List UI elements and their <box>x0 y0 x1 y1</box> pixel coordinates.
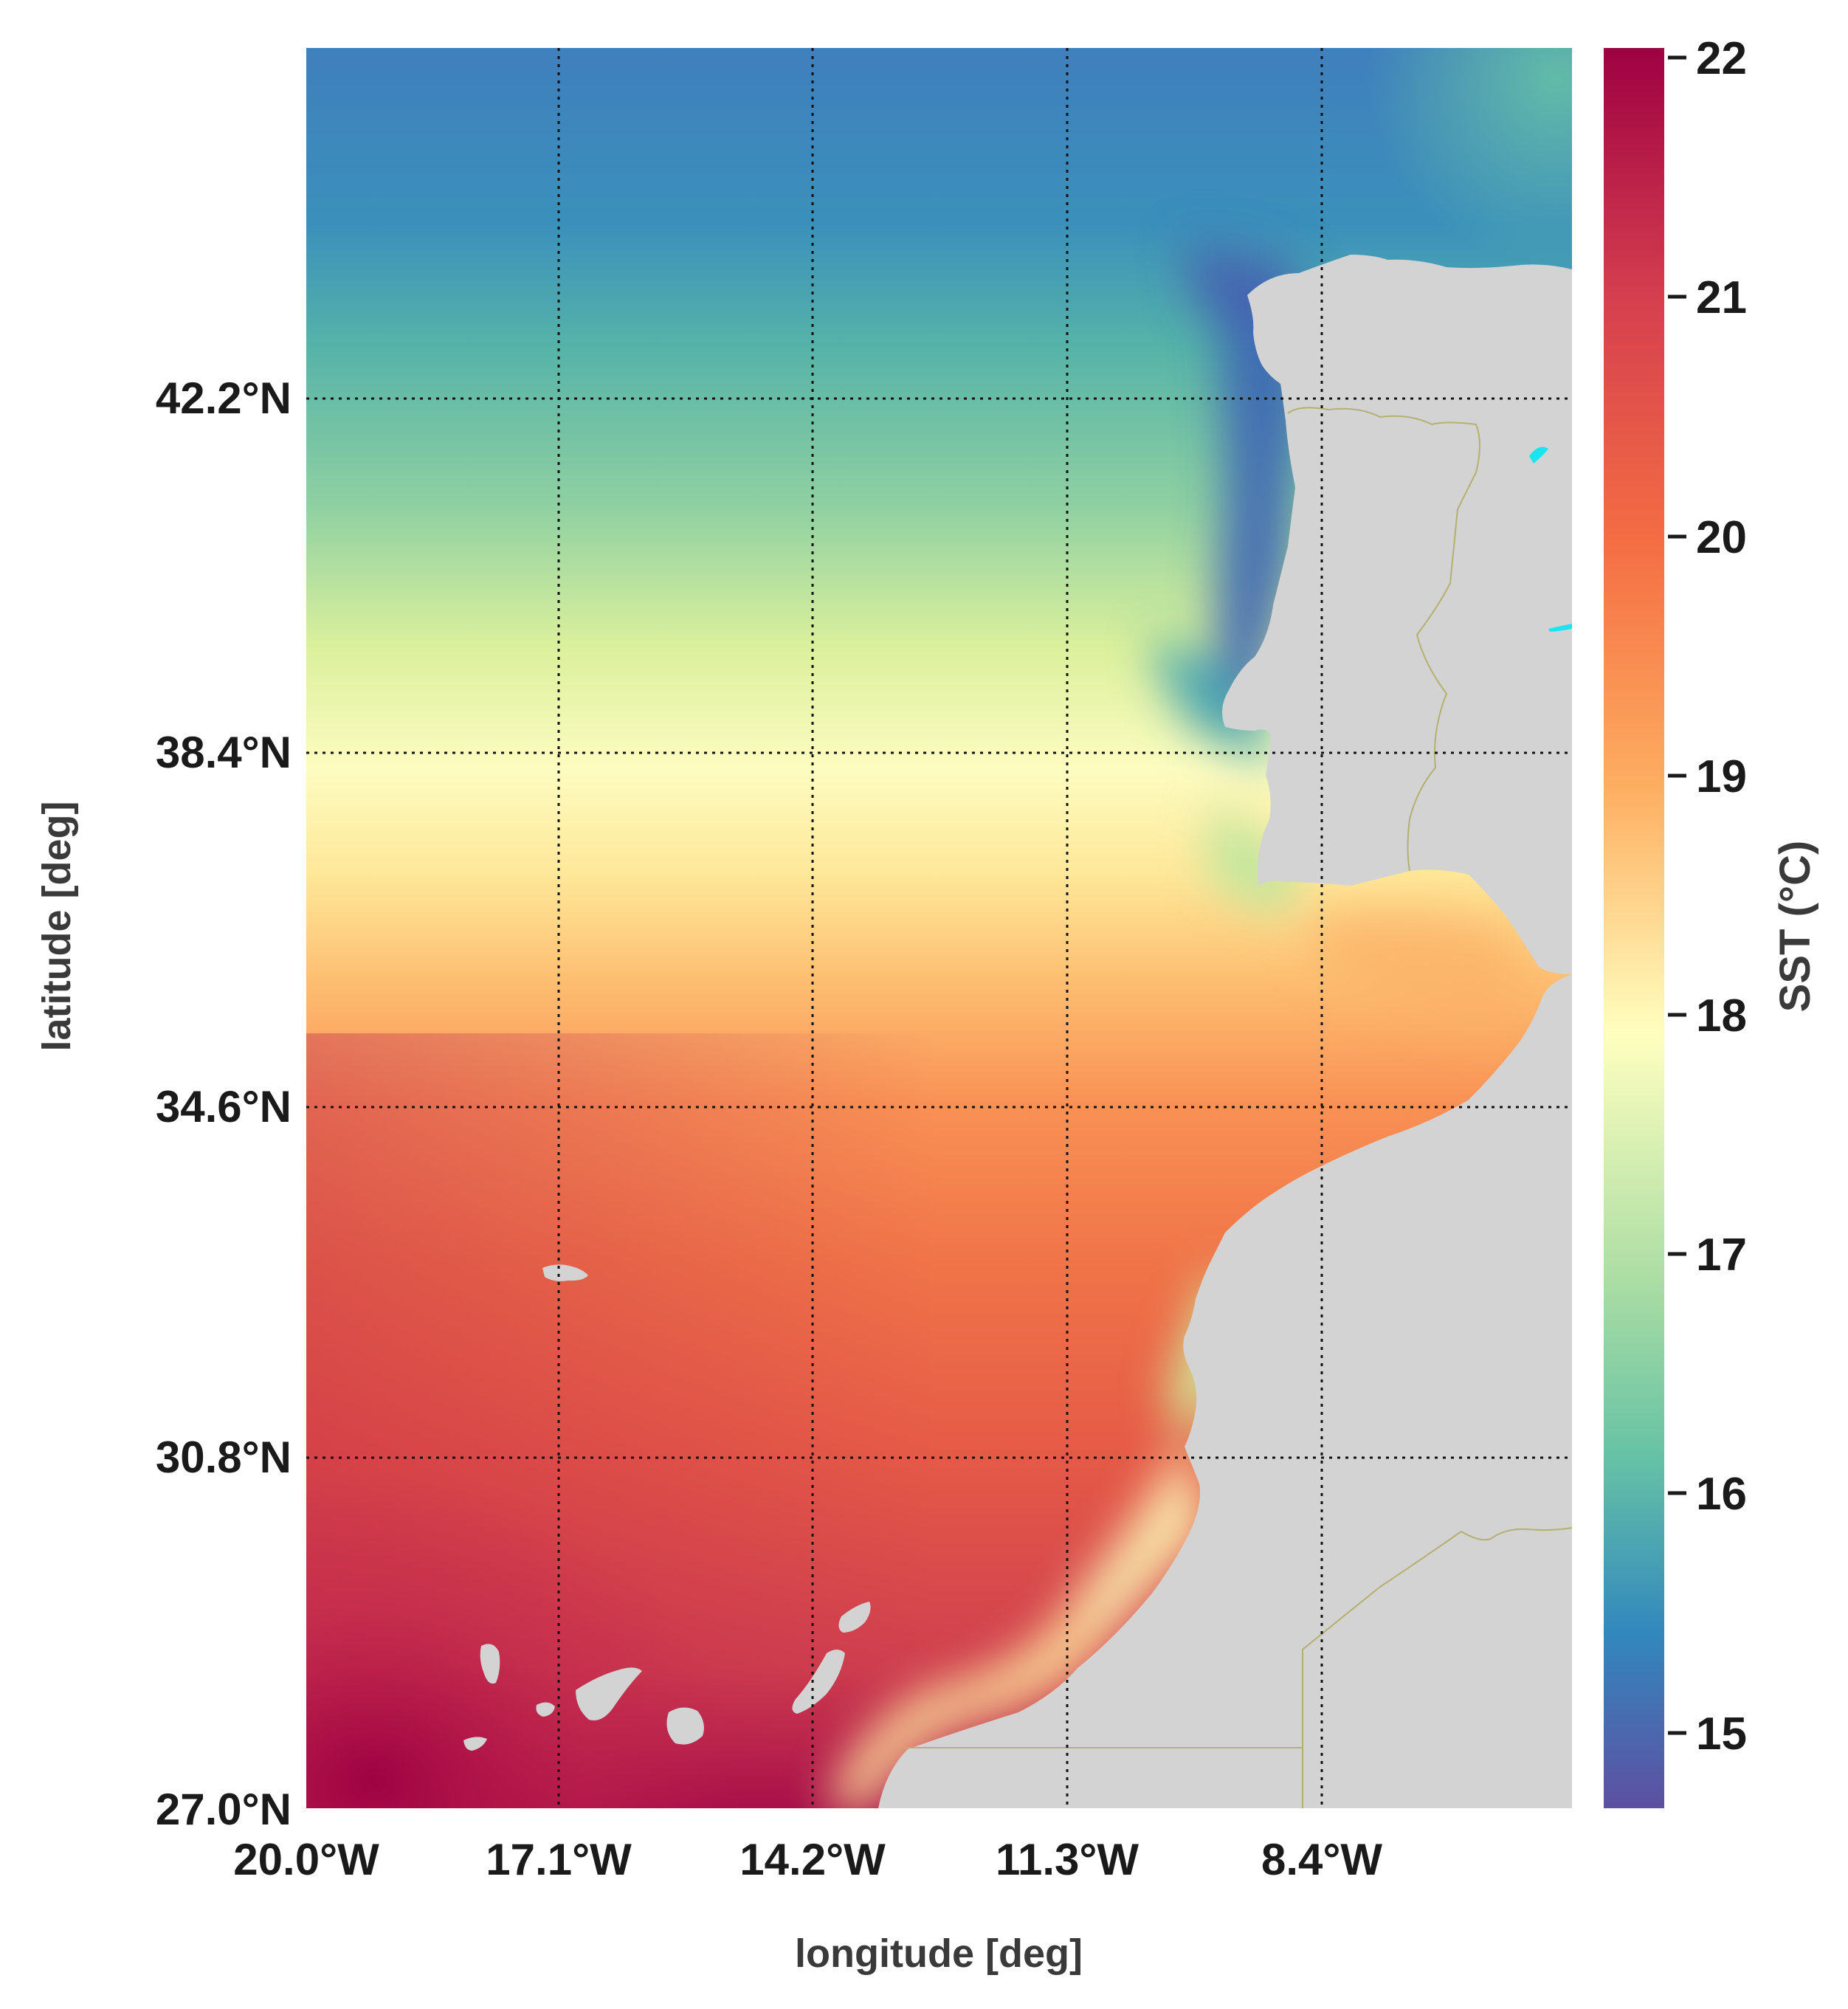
colorbar-tick-label: 17 <box>1696 1230 1747 1281</box>
colorbar-tick-label: 16 <box>1696 1469 1747 1520</box>
longitude-ticks: 20.0°W 17.1°W 14.2°W 11.3°W 8.4°W <box>233 1835 1382 1884</box>
lat-tick-label: 34.6°N <box>156 1082 292 1131</box>
canary-fuerteventura <box>792 1650 845 1714</box>
iberian-peninsula <box>1222 255 1572 974</box>
canary-gran-canaria <box>666 1707 704 1745</box>
colorbar-tick-label: 18 <box>1696 990 1747 1041</box>
x-axis-title: longitude [deg] <box>795 1932 1083 1976</box>
water-body <box>1529 447 1548 464</box>
madeira-island <box>542 1264 588 1281</box>
colorbar-tick-label: 21 <box>1696 272 1747 323</box>
canary-la-gomera <box>536 1702 555 1717</box>
latitude-ticks: 42.2°N 38.4°N 34.6°N 30.8°N 27.0°N <box>156 373 292 1834</box>
lat-tick-label: 38.4°N <box>156 728 292 777</box>
lon-tick-label: 17.1°W <box>486 1835 632 1884</box>
canary-lanzarote <box>838 1602 871 1633</box>
land <box>463 255 1572 1808</box>
map-panel <box>306 48 1572 1808</box>
lon-tick-label: 8.4°W <box>1261 1835 1382 1884</box>
colorbar-scale <box>1604 48 1664 1808</box>
africa-coast <box>878 974 1572 1808</box>
canary-tenerife <box>576 1667 642 1720</box>
y-axis-title: latitude [deg] <box>35 802 79 1052</box>
lat-tick-label: 42.2°N <box>156 373 292 423</box>
colorbar-title: SST (°C) <box>1771 841 1819 1013</box>
canary-la-palma <box>480 1644 500 1684</box>
lon-tick-label: 11.3°W <box>996 1835 1139 1884</box>
canary-el-hierro <box>463 1737 487 1751</box>
water-body <box>1548 624 1572 632</box>
colorbar-tick-label: 15 <box>1696 1709 1747 1760</box>
colorbar-tick-label: 20 <box>1696 512 1747 563</box>
lat-tick-label: 27.0°N <box>156 1785 292 1834</box>
country-borders <box>904 407 1572 1808</box>
lon-tick-label: 20.0°W <box>233 1835 379 1884</box>
gridlines <box>306 48 1572 1808</box>
colorbar-tick-label: 22 <box>1696 33 1747 84</box>
colorbar-tick-marks <box>1668 55 1686 1735</box>
colorbar: 22 21 20 19 18 17 16 15 SST (°C) <box>1604 33 1819 1808</box>
colorbar-tick-label: 19 <box>1696 751 1747 802</box>
lat-tick-label: 30.8°N <box>156 1433 292 1482</box>
lon-tick-label: 14.2°W <box>739 1835 886 1884</box>
sst-hot-southwest <box>306 1255 970 1808</box>
upwelling-features <box>827 244 1520 1808</box>
